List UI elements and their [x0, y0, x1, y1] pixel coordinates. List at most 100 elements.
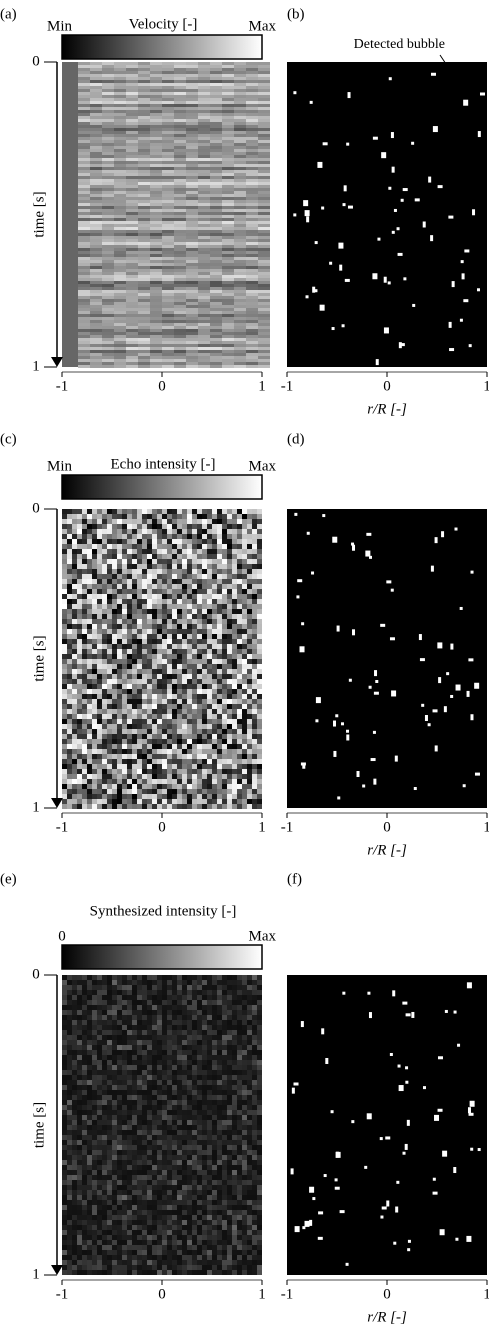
cell	[234, 227, 246, 230]
cell	[186, 323, 198, 326]
cell	[138, 131, 150, 134]
y-tick-label: 0	[32, 53, 40, 69]
cell	[246, 305, 258, 308]
cell	[207, 1015, 212, 1020]
cell	[246, 203, 258, 206]
cell	[227, 584, 232, 589]
cell	[97, 1060, 102, 1065]
cell	[82, 759, 87, 764]
cell	[157, 714, 162, 719]
cell	[197, 604, 202, 609]
cell	[217, 734, 222, 739]
cell	[152, 1015, 157, 1020]
cell	[222, 287, 234, 290]
panel-label: (c)	[0, 431, 17, 447]
cell	[212, 704, 217, 709]
cell	[82, 975, 87, 980]
cell	[62, 514, 67, 519]
cell	[192, 704, 197, 709]
cell	[117, 749, 122, 754]
cell	[114, 224, 126, 227]
cell	[210, 182, 222, 185]
cell	[162, 1015, 167, 1020]
cell	[222, 975, 227, 980]
cell	[157, 759, 162, 764]
cell	[92, 524, 97, 529]
cell	[232, 644, 237, 649]
cell	[162, 251, 174, 254]
cell	[174, 212, 186, 215]
cell	[217, 759, 222, 764]
x-tick-label: 1	[258, 378, 266, 394]
cell	[92, 789, 97, 794]
cell	[247, 1035, 252, 1040]
cell	[142, 1015, 147, 1020]
cell	[186, 149, 198, 152]
cell	[182, 739, 187, 744]
cell	[127, 624, 132, 629]
cell	[222, 519, 227, 524]
cell	[222, 212, 234, 215]
cell	[247, 990, 252, 995]
cell	[90, 251, 102, 254]
cell	[222, 239, 234, 242]
cell	[157, 529, 162, 534]
cell	[162, 684, 167, 689]
cell	[127, 1035, 132, 1040]
cell	[137, 609, 142, 614]
cell	[174, 143, 186, 146]
cell	[150, 341, 162, 344]
cell	[210, 74, 222, 77]
cell	[67, 609, 72, 614]
cell	[82, 649, 87, 654]
cell	[122, 804, 127, 809]
bubble	[336, 625, 340, 632]
cell	[137, 624, 142, 629]
cell	[246, 80, 258, 83]
cell	[117, 754, 122, 759]
cell	[258, 191, 270, 194]
cell	[242, 529, 247, 534]
cell	[232, 769, 237, 774]
cell	[252, 689, 257, 694]
cell	[150, 266, 162, 269]
cell	[222, 549, 227, 554]
cell	[90, 314, 102, 317]
cell	[187, 1065, 192, 1070]
cell	[242, 779, 247, 784]
cell	[212, 1000, 217, 1005]
cell	[152, 609, 157, 614]
cell	[202, 594, 207, 599]
cell	[102, 221, 114, 224]
cell	[182, 664, 187, 669]
cell	[186, 158, 198, 161]
cell	[77, 654, 82, 659]
cell	[67, 619, 72, 624]
cell	[122, 779, 127, 784]
cell	[78, 134, 90, 137]
cell	[242, 629, 247, 634]
bubble	[430, 72, 436, 76]
cell	[117, 534, 122, 539]
cell	[186, 89, 198, 92]
cell	[92, 734, 97, 739]
cell	[198, 356, 210, 359]
cell	[78, 350, 90, 353]
cell	[167, 544, 172, 549]
cell	[117, 584, 122, 589]
bubble	[322, 514, 326, 518]
cell	[257, 764, 262, 769]
cell	[78, 125, 90, 128]
cell	[77, 1010, 82, 1015]
cell	[107, 1015, 112, 1020]
cell	[107, 724, 112, 729]
cell	[186, 116, 198, 119]
cell	[167, 1040, 172, 1045]
cell	[78, 359, 90, 362]
cell	[197, 1055, 202, 1060]
cell	[77, 669, 82, 674]
cell	[152, 589, 157, 594]
cell	[67, 759, 72, 764]
cell	[82, 654, 87, 659]
cell	[172, 1000, 177, 1005]
